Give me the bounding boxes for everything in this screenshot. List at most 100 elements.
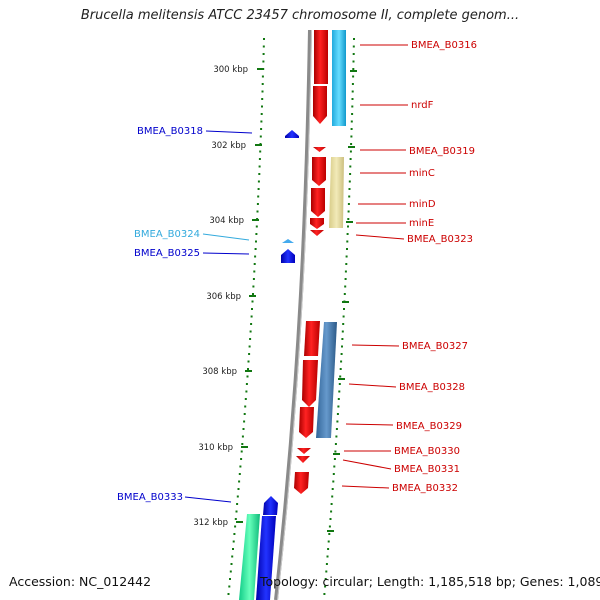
- minor-tick: [258, 173, 261, 175]
- kbp-tick-label: 300 kbp: [213, 65, 248, 75]
- minor-tick: [258, 158, 261, 160]
- minor-tick: [236, 503, 239, 505]
- minor-tick: [351, 113, 354, 115]
- minor-tick: [235, 510, 238, 513]
- minor-tick: [237, 488, 240, 490]
- gene-label: BMEA_B0324: [134, 229, 200, 240]
- kbp-tick-label: 312 kbp: [193, 518, 228, 528]
- minor-tick: [324, 585, 327, 588]
- minor-tick: [352, 60, 355, 63]
- minor-tick: [346, 240, 349, 243]
- gene-label: BMEA_B0333: [117, 492, 183, 503]
- reverse-strand-features: [239, 130, 299, 600]
- gene-label: BMEA_B0325: [134, 248, 200, 259]
- minor-tick: [344, 278, 347, 280]
- gene-feature: [297, 448, 311, 454]
- minor-tick: [256, 203, 259, 205]
- minor-tick: [325, 570, 328, 573]
- minor-tick: [333, 465, 336, 468]
- minor-tick: [338, 390, 341, 393]
- minor-tick: [343, 308, 345, 310]
- minor-tick: [352, 68, 355, 70]
- gene-feature: [294, 472, 309, 494]
- gene-label: BMEA_B0323: [407, 234, 473, 245]
- minor-tick: [336, 420, 339, 423]
- gene-feature: [310, 218, 324, 229]
- minor-tick: [252, 285, 255, 288]
- gene-feature: [311, 188, 325, 217]
- minor-tick: [249, 338, 252, 340]
- gene-label: minC: [409, 168, 435, 179]
- minor-tick: [344, 285, 347, 288]
- minor-tick: [238, 473, 241, 475]
- minor-tick: [335, 428, 338, 430]
- minor-tick: [341, 338, 344, 340]
- accession-text: Accession: NC_012442: [9, 574, 152, 589]
- minor-tick: [349, 165, 352, 168]
- gene-feature: [285, 130, 299, 138]
- gene-feature: [313, 147, 326, 152]
- kbp-tick-mark: [245, 370, 252, 372]
- minor-tick: [249, 330, 252, 333]
- minor-tick: [259, 150, 262, 153]
- label-leaders: [184, 44, 408, 503]
- minor-tick: [260, 120, 263, 123]
- minor-tick: [327, 548, 330, 550]
- outer-tick-ring: [323, 38, 355, 595]
- minor-tick: [259, 135, 262, 138]
- gene-feature: [313, 86, 327, 124]
- minor-tick: [253, 263, 256, 265]
- minor-tick: [238, 480, 241, 483]
- minor-tick: [329, 518, 332, 520]
- gene-label: BMEA_B0327: [402, 341, 468, 352]
- minor-tick: [262, 53, 265, 55]
- kbp-tick-mark: [252, 219, 259, 221]
- minor-tick: [241, 435, 244, 438]
- minor-tick: [353, 38, 355, 40]
- minor-tick: [243, 413, 246, 415]
- minor-tick: [246, 375, 249, 378]
- minor-tick: [234, 518, 237, 520]
- minor-tick: [344, 270, 347, 273]
- minor-tick: [261, 90, 264, 93]
- minor-tick: [234, 525, 237, 528]
- minor-tick: [334, 450, 337, 453]
- gene-feature: [299, 407, 314, 438]
- minor-tick: [330, 510, 333, 513]
- gene-set-track: [316, 30, 346, 438]
- gene-feature: [256, 516, 276, 600]
- minor-tick: [350, 128, 353, 130]
- minor-tick: [230, 563, 233, 565]
- minor-tick: [348, 180, 351, 183]
- minor-tick: [330, 503, 333, 505]
- minor-tick: [339, 368, 342, 370]
- minor-tick: [254, 255, 257, 258]
- kbp-tick-label: 310 kbp: [198, 443, 233, 453]
- gene-feature: [329, 157, 344, 228]
- minor-tick: [323, 593, 326, 595]
- minor-tick: [227, 593, 230, 595]
- minor-tick: [349, 150, 352, 153]
- genome-summary-text: Topology: circular; Length: 1,185,518 bp…: [260, 574, 600, 589]
- minor-tick: [250, 315, 253, 318]
- minor-tick: [260, 113, 263, 115]
- gene-label: BMEA_B0332: [392, 483, 458, 494]
- kbp-tick-label: 302 kbp: [211, 141, 246, 151]
- minor-tick: [247, 360, 250, 363]
- minor-tick: [251, 308, 253, 310]
- minor-tick: [262, 45, 265, 48]
- minor-tick: [261, 83, 264, 85]
- forward-strand-features: [294, 30, 328, 494]
- minor-tick: [253, 270, 256, 273]
- minor-tick: [336, 413, 339, 415]
- kbp-tick-mark: [255, 144, 262, 146]
- gene-label: minD: [409, 199, 436, 210]
- minor-tick: [251, 300, 254, 303]
- gene-feature: [239, 514, 260, 600]
- gene-feature: [302, 360, 318, 407]
- minor-tick: [339, 375, 342, 378]
- minor-tick: [346, 248, 348, 250]
- minor-tick: [341, 345, 343, 348]
- minor-tick: [327, 540, 330, 543]
- kbp-tick-mark: [249, 295, 256, 297]
